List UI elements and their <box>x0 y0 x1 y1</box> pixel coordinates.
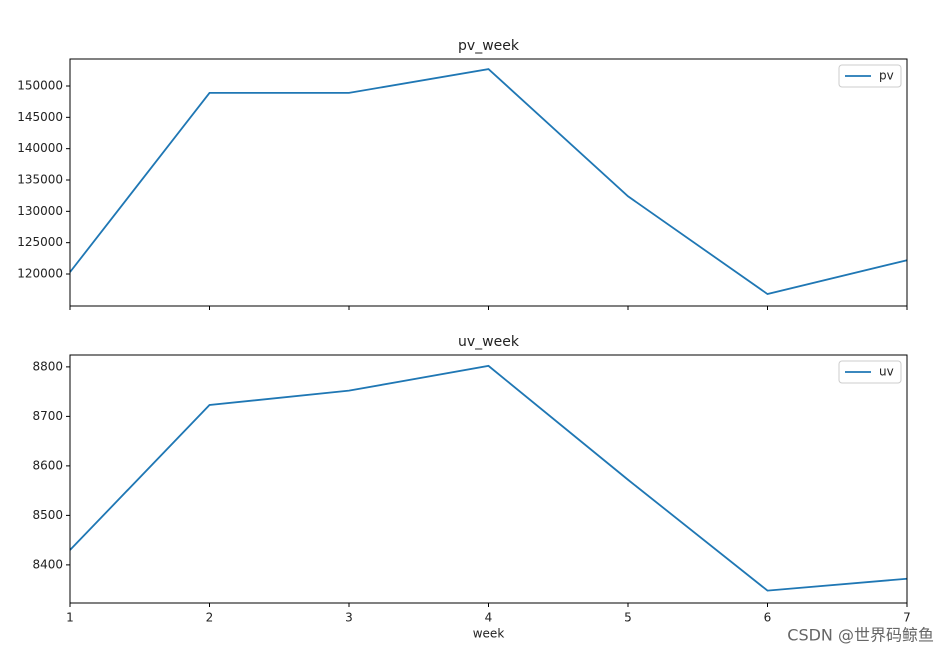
y-tick-label: 130000 <box>17 204 63 218</box>
y-tick-label: 8700 <box>32 409 63 423</box>
chart-title: uv_week <box>458 334 520 350</box>
plot-frame <box>69 354 908 604</box>
x-axis-label: week <box>473 627 505 641</box>
plot-frame <box>69 58 908 307</box>
y-tick-label: 8600 <box>32 458 63 472</box>
chart-title: pv_week <box>458 38 520 54</box>
y-tick-label: 125000 <box>17 235 63 249</box>
legend-label: uv <box>879 365 894 379</box>
watermark: CSDN @世界码鲸鱼 <box>787 626 934 645</box>
y-tick-label: 8400 <box>32 557 63 571</box>
y-tick-label: 8800 <box>32 359 63 373</box>
x-tick-label: 1 <box>66 611 74 625</box>
x-tick-label: 5 <box>624 611 632 625</box>
legend-label: pv <box>879 69 894 83</box>
x-tick-label: 6 <box>764 611 772 625</box>
x-tick-label: 2 <box>206 611 214 625</box>
y-tick-label: 140000 <box>17 141 63 155</box>
data-line <box>69 68 908 296</box>
y-tick-label: 120000 <box>17 267 63 281</box>
y-tick-label: 135000 <box>17 172 63 186</box>
x-tick-label: 3 <box>345 611 353 625</box>
y-tick-label: 8500 <box>32 508 63 522</box>
y-tick-label: 145000 <box>17 110 63 124</box>
y-tick-label: 150000 <box>17 78 63 92</box>
x-tick-label: 7 <box>903 611 911 625</box>
data-line <box>69 364 908 592</box>
x-tick-label: 4 <box>485 611 493 625</box>
